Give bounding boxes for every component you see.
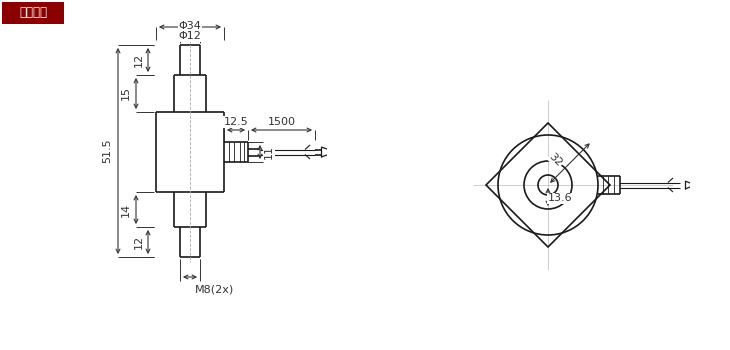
Text: 11: 11 [264,145,274,159]
Text: 14: 14 [121,202,131,217]
Text: 12: 12 [134,53,144,67]
Text: 32: 32 [548,152,564,169]
Text: 外形尺寸: 外形尺寸 [19,7,47,20]
Text: 13.6: 13.6 [548,193,572,203]
Text: M8(2x): M8(2x) [196,284,234,294]
Text: 15: 15 [121,86,131,100]
Bar [2,2,64,24]
Text: Φ12: Φ12 [179,31,201,41]
Text: 1500: 1500 [267,117,296,127]
Text: 12.5: 12.5 [223,117,248,127]
Text: 51.5: 51.5 [102,139,112,163]
Text: 12: 12 [134,235,144,249]
Text: Φ34: Φ34 [179,21,201,31]
